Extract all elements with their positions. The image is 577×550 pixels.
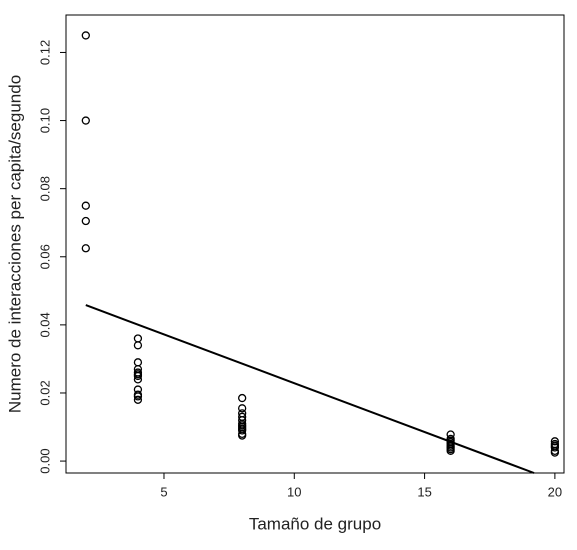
point (81, 201, 90, 210)
point (133, 334, 143, 343)
point (133, 395, 143, 404)
plot-frame (65, 14, 565, 474)
point (550, 443, 560, 452)
point (81, 116, 90, 125)
x-tick-label: 15 (417, 484, 431, 499)
point (238, 431, 247, 440)
point (238, 426, 247, 435)
x-tick-label: 10 (287, 484, 301, 499)
x-tick-label: 20 (548, 484, 562, 499)
point (81, 244, 90, 253)
point (133, 358, 143, 367)
point (238, 404, 247, 413)
point (81, 216, 90, 226)
point (446, 446, 455, 456)
y-tick-label: 0.10 (37, 108, 52, 133)
trend-line (85, 304, 535, 474)
point (238, 393, 247, 403)
point (81, 31, 90, 40)
point (133, 371, 143, 381)
x-tick-label: 5 (160, 484, 167, 499)
point (133, 375, 143, 384)
point (446, 430, 455, 439)
point (133, 392, 143, 401)
y-tick-label: 0.00 (37, 448, 52, 473)
y-tick-label: 0.06 (37, 244, 52, 269)
point (550, 448, 560, 457)
point (550, 437, 560, 446)
y-tick-label: 0.04 (37, 312, 52, 337)
y-tick-label: 0.08 (37, 176, 52, 201)
y-tick-label: 0.02 (37, 380, 52, 405)
x-axis-title: Tamaño de grupo (249, 514, 381, 533)
point (133, 341, 143, 350)
y-tick-label: 0.12 (37, 40, 52, 65)
y-axis-title: Numero de interacciones per capita/segun… (5, 75, 24, 413)
